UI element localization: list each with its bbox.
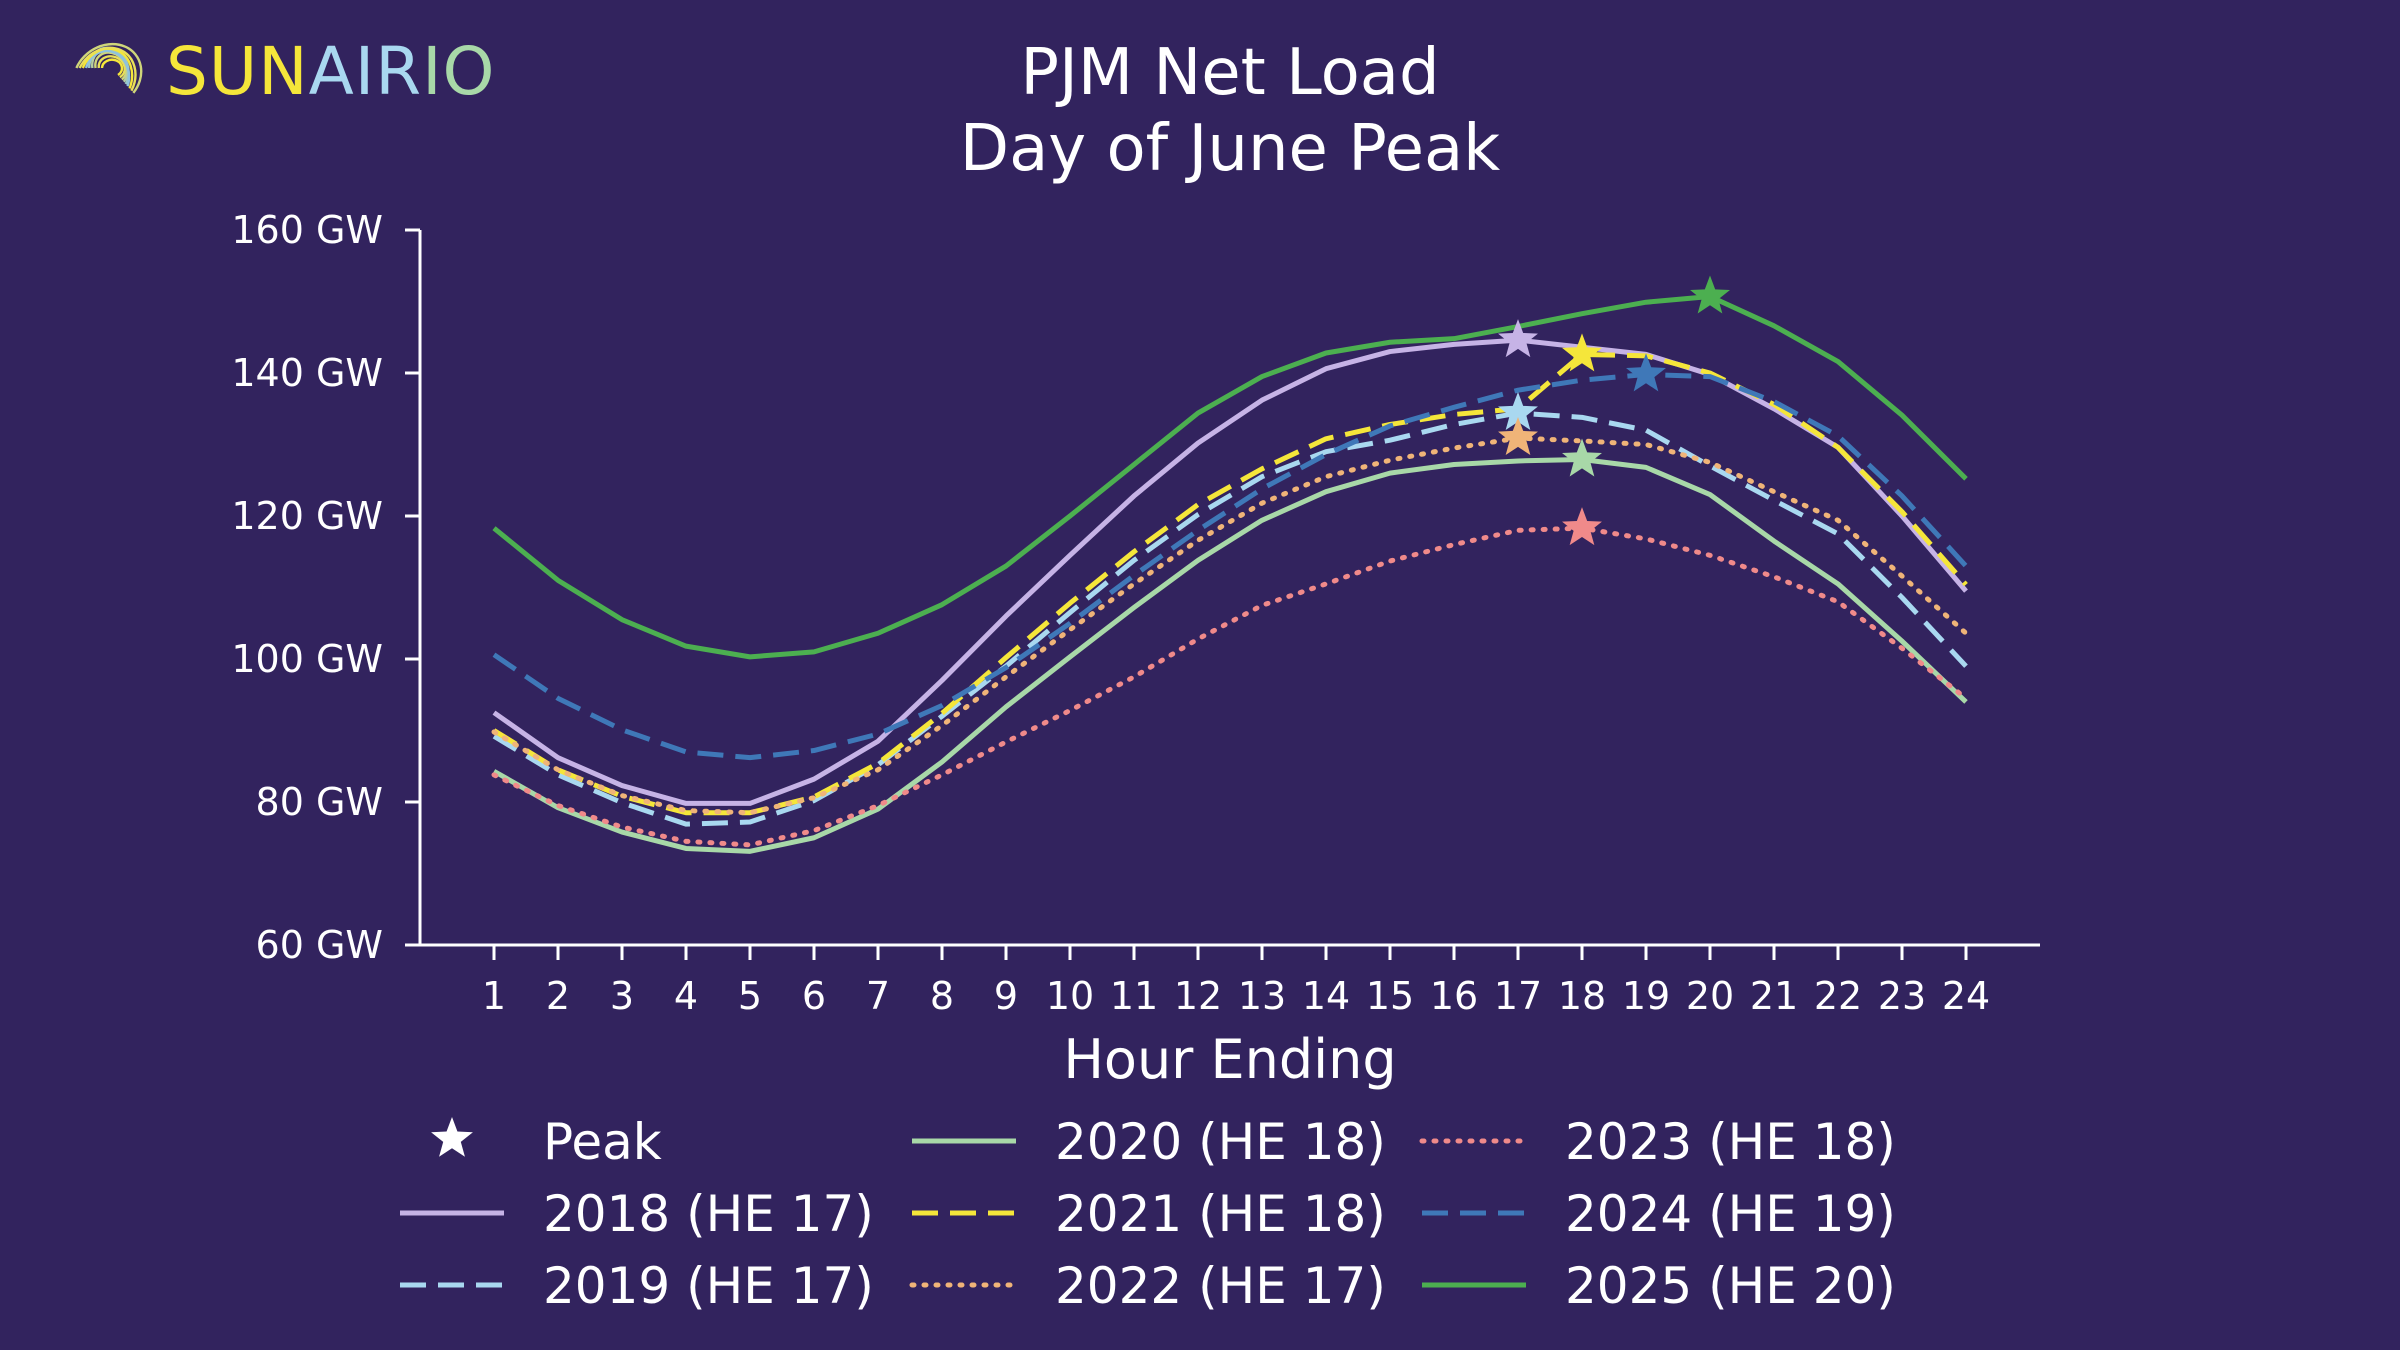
- peak-star-2019: [1498, 392, 1538, 431]
- x-tick-label: 6: [802, 974, 826, 1018]
- logo-swirl-stroke: [100, 58, 124, 77]
- x-axis-label: Hour Ending: [1063, 1028, 1396, 1091]
- y-tick-label: 120 GW: [231, 494, 383, 538]
- legend-label: 2024 (HE 19): [1565, 1185, 1896, 1243]
- series-line-2018: [492, 337, 1968, 806]
- series-line-2024: [492, 371, 1968, 761]
- x-tick-label: 18: [1558, 974, 1606, 1018]
- x-tick-label: 20: [1686, 974, 1734, 1018]
- series-line-2025: [492, 293, 1968, 660]
- legend-label: 2020 (HE 18): [1055, 1113, 1386, 1171]
- peak-star-2021: [1562, 333, 1602, 372]
- legend-label: 2025 (HE 20): [1565, 1257, 1896, 1315]
- legend-label: 2018 (HE 17): [543, 1185, 874, 1243]
- peak-markers: [1498, 275, 1730, 546]
- x-tick-label: 21: [1750, 974, 1798, 1018]
- legend-label: 2022 (HE 17): [1055, 1257, 1386, 1315]
- logo-swirl-stroke: [75, 42, 143, 94]
- x-tick-label: 14: [1302, 974, 1350, 1018]
- logo-text-sun: SUN: [166, 33, 309, 110]
- x-axis-ticks: 1 2 3 4 5 6 7 8 9 10 11 12 13 14 15 16 17 18 19 20 21 22 23 24: [482, 945, 1990, 1018]
- logo-swirl-stroke: [90, 48, 129, 83]
- chart-subtitle: Day of June Peak: [960, 112, 1500, 186]
- series-lines: [491, 293, 1969, 854]
- peak-star-2022: [1498, 417, 1538, 456]
- x-tick-label: 19: [1622, 974, 1670, 1018]
- sunairio-logo: SUNAIRIO: [75, 33, 495, 110]
- series-line-2019: [492, 410, 1968, 827]
- logo-text-air: AIR: [309, 33, 422, 110]
- logo-swirl-stroke: [81, 47, 134, 89]
- y-tick-label: 140 GW: [231, 351, 383, 395]
- logo-text-io: IO: [422, 33, 495, 110]
- series-line-2022: [491, 435, 1969, 816]
- series-line-2020: [492, 457, 1968, 854]
- legend-label: 2023 (HE 18): [1565, 1113, 1896, 1171]
- peak-star-2018: [1498, 319, 1538, 358]
- x-tick-label: 24: [1942, 974, 1990, 1018]
- peak-star-2025: [1690, 275, 1730, 314]
- x-tick-label: 17: [1494, 974, 1542, 1018]
- x-tick-label: 8: [930, 974, 954, 1018]
- legend-label: 2019 (HE 17): [543, 1257, 874, 1315]
- x-tick-label: 15: [1366, 974, 1414, 1018]
- x-tick-label: 23: [1878, 974, 1926, 1018]
- legend: Peak 2018 (HE 17) 2019 (HE 17) 2020 (HE 18)…: [400, 1113, 1896, 1315]
- x-tick-label: 7: [866, 974, 890, 1018]
- y-axis-ticks: 60 GW 80 GW 100 GW 120 GW 140 GW 160 GW: [231, 208, 420, 967]
- x-tick-label: 2: [546, 974, 570, 1018]
- swirl-logo-icon: [75, 42, 143, 94]
- x-tick-label: 22: [1814, 974, 1862, 1018]
- logo-swirl-stroke: [84, 49, 131, 87]
- x-tick-label: 4: [674, 974, 698, 1018]
- x-tick-label: 11: [1110, 974, 1158, 1018]
- peak-star-2024: [1626, 353, 1666, 392]
- x-tick-label: 1: [482, 974, 506, 1018]
- chart-title: PJM Net Load: [1020, 36, 1439, 110]
- x-tick-label: 9: [994, 974, 1018, 1018]
- peak-star-2023: [1562, 507, 1602, 546]
- x-tick-label: 5: [738, 974, 762, 1018]
- y-tick-label: 100 GW: [231, 637, 383, 681]
- logo-swirl-stroke: [78, 46, 137, 92]
- legend-label: Peak: [543, 1113, 662, 1171]
- x-tick-label: 3: [610, 974, 634, 1018]
- y-tick-label: 80 GW: [256, 780, 383, 824]
- x-tick-label: 12: [1174, 974, 1222, 1018]
- x-tick-label: 16: [1430, 974, 1478, 1018]
- logo-swirl-stroke: [97, 55, 126, 79]
- x-tick-label: 10: [1046, 974, 1094, 1018]
- peak-star-2020: [1562, 438, 1602, 477]
- legend-label: 2021 (HE 18): [1055, 1185, 1386, 1243]
- axes: [418, 230, 2040, 947]
- legend-peak-star-icon: [431, 1117, 473, 1157]
- y-tick-label: 160 GW: [231, 208, 383, 252]
- x-tick-label: 13: [1238, 974, 1286, 1018]
- logo-wordmark: SUNAIRIO: [166, 33, 495, 110]
- series-line-2023: [491, 525, 1969, 848]
- y-tick-label: 60 GW: [256, 923, 383, 967]
